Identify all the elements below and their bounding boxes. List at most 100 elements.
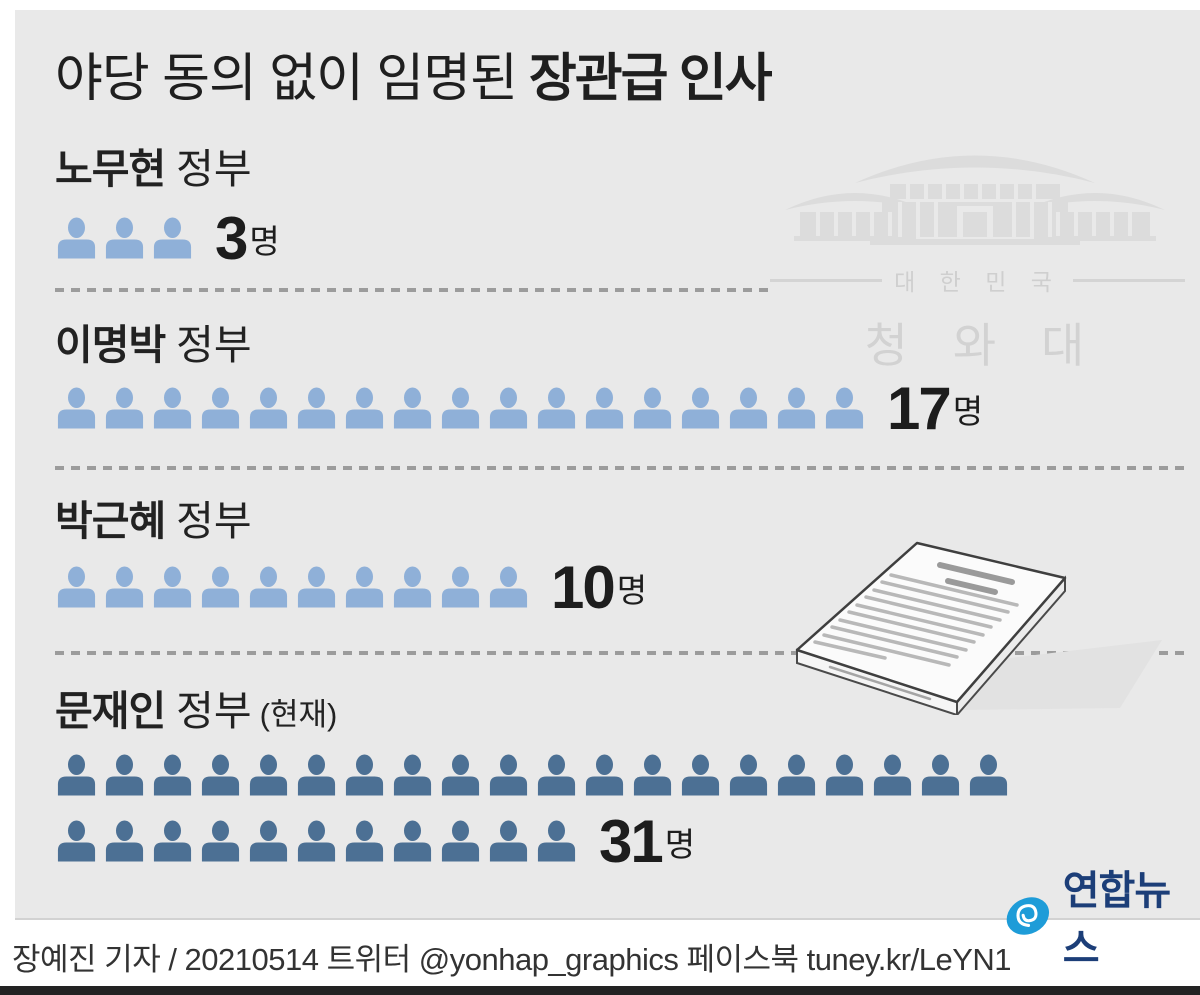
person-icon [297,820,336,862]
person-icon [57,820,96,862]
section-label-moon: 문재인 정부 (현재) [55,688,337,738]
count-number: 10 [551,554,616,621]
page-title: 야당 동의 없이 임명된 장관급 인사 [55,36,773,111]
leader-name: 노무현 [55,146,166,192]
person-icon [777,754,816,796]
person-icon [105,217,144,259]
person-icon [201,820,240,862]
bottom-bar [0,986,1200,995]
watermark-bluehouse-text: 청 와 대 [864,319,1101,372]
person-icon [345,387,384,429]
person-icon [729,387,768,429]
person-icon [729,754,768,796]
person-icon [681,754,720,796]
count-unit: 명 [952,393,984,430]
person-icon [489,566,528,608]
leader-name: 문재인 [55,688,166,734]
person-icon [345,566,384,608]
person-icon [681,387,720,429]
person-icon [393,387,432,429]
person-icon [441,387,480,429]
count-unit: 명 [664,826,696,863]
person-icon [297,566,336,608]
dashed-divider-1 [55,288,775,292]
gov-label: 정부 [176,146,252,192]
person-icon [201,754,240,796]
person-icon [969,754,1008,796]
person-icon [57,217,96,259]
document-illustration [795,541,1162,715]
person-icon [537,754,576,796]
person-icon [153,820,192,862]
icon-row-lee: 17 명 [55,379,983,439]
gov-label: 정부 [176,688,252,734]
person-icon [585,754,624,796]
gov-note: (현재) [259,697,338,732]
person-icon [201,566,240,608]
bluehouse-watermark: 대 한 민 국 청 와 대 [770,128,1185,376]
count-number: 17 [887,375,952,442]
yonhap-logo: 연합뉴스 [1002,858,1200,974]
bluehouse-building-icon [785,155,1165,245]
person-icon [441,566,480,608]
section-label-roh: 노무현 정부 [55,146,260,196]
yonhap-logo-text: 연합뉴스 [1062,869,1171,971]
person-icon [633,754,672,796]
dashed-divider-3 [55,651,1185,655]
person-icon [105,387,144,429]
person-icon [585,387,624,429]
person-icon [777,387,816,429]
person-icon [825,387,864,429]
page-title-emphasis: 장관급 인사 [528,50,773,108]
person-icon [249,387,288,429]
person-icon [489,754,528,796]
page-title-prefix: 야당 동의 없이 임명된 [55,50,518,108]
person-icon [57,566,96,608]
yonhap-logo-icon [1006,897,1050,935]
count-label-lee: 17 명 [887,375,984,442]
person-icon [153,754,192,796]
person-icon [345,820,384,862]
gov-label: 정부 [176,322,252,368]
person-icon [921,754,960,796]
count-label-park: 10 명 [551,554,648,621]
count-number: 31 [599,808,664,875]
person-icon [873,754,912,796]
person-icon [249,754,288,796]
person-icon [441,820,480,862]
person-icon [633,387,672,429]
person-icon [441,754,480,796]
footer-credit: 장예진 기자 / 20210514 트위터 @yonhap_graphics 페… [12,942,1012,977]
count-label-moon: 31 명 [599,808,696,875]
person-icon [489,387,528,429]
person-icon [105,754,144,796]
person-icon [393,754,432,796]
person-icon [393,566,432,608]
dashed-divider-2 [55,466,1185,470]
section-label-park: 박근혜 정부 [55,498,260,548]
person-icon [153,566,192,608]
watermark-dash-left [770,278,883,282]
gov-label: 정부 [176,498,252,544]
person-icon [57,387,96,429]
person-icon [105,566,144,608]
count-number: 3 [215,205,248,272]
icon-row-park: 10 명 [55,558,647,618]
person-icon [297,754,336,796]
count-unit: 명 [616,572,648,609]
leader-name: 이명박 [55,322,166,368]
person-icon [57,754,96,796]
person-icon [249,566,288,608]
person-icon [345,754,384,796]
watermark-country-text: 대 한 민 국 [894,269,1061,295]
person-icon [297,387,336,429]
person-icon [825,754,864,796]
count-unit: 명 [249,223,280,260]
section-label-lee: 이명박 정부 [55,322,260,372]
person-icon [153,387,192,429]
person-icon [489,820,528,862]
icon-row-moon-1 [55,752,1010,796]
